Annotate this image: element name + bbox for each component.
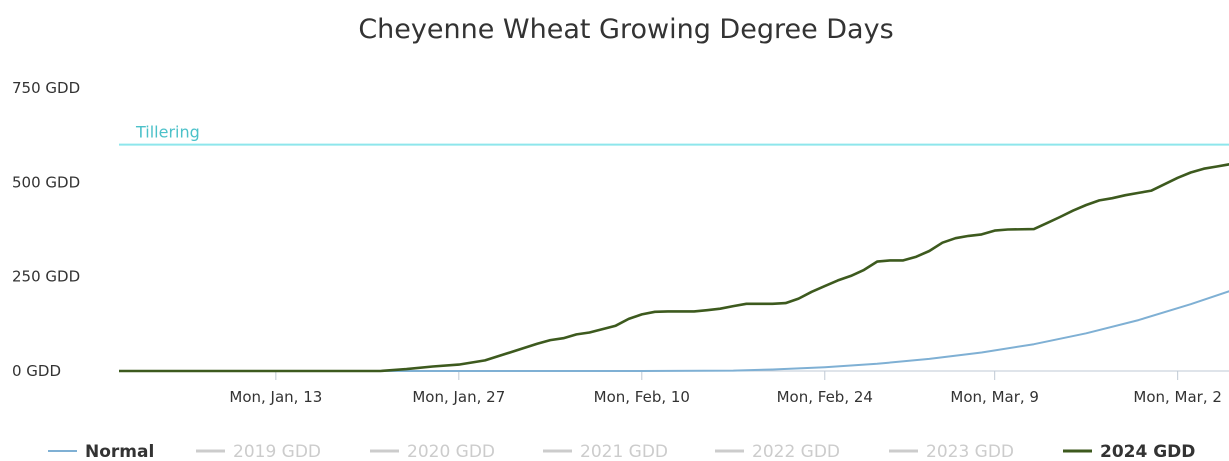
y-tick-label: 0 GDD: [12, 362, 61, 380]
series-line-normal: [119, 290, 1229, 372]
y-tick-label: 250 GDD: [12, 268, 80, 286]
plot-line-label: Tillering: [135, 123, 200, 142]
legend-item-2020-gdd[interactable]: 2020 GDD: [370, 442, 495, 461]
legend-item-2021-gdd[interactable]: 2021 GDD: [543, 442, 668, 461]
legend-label: 2020 GDD: [407, 442, 495, 461]
legend-label: Normal: [85, 442, 154, 461]
legend: Normal 2019 GDD 2020 GDD 2021 GDD 2022 GDD 20…: [48, 442, 1195, 461]
legend-item-2023-gdd[interactable]: 2023 GDD: [889, 442, 1014, 461]
x-axis: Mon, Jan, 13 Mon, Jan, 27 Mon, Feb, 10 Mon,…: [119, 370, 1229, 406]
series-line-2024-gdd: [119, 163, 1229, 373]
plot-lines: Tillering: [119, 123, 1229, 146]
legend-item-2019-gdd[interactable]: 2019 GDD: [196, 442, 321, 461]
legend-label: 2023 GDD: [926, 442, 1014, 461]
legend-item-normal[interactable]: Normal: [48, 442, 154, 461]
x-tick-label: Mon, Jan, 27: [412, 388, 505, 406]
legend-item-2024-gdd[interactable]: 2024 GDD: [1063, 442, 1195, 461]
legend-label: 2022 GDD: [752, 442, 840, 461]
legend-label: 2019 GDD: [233, 442, 321, 461]
legend-item-2022-gdd[interactable]: 2022 GDD: [715, 442, 840, 461]
y-axis: 0 GDD 250 GDD 500 GDD 750 GDD: [12, 79, 80, 380]
x-tick-label: Mon, Mar, 2: [1133, 388, 1222, 406]
y-tick-label: 500 GDD: [12, 173, 80, 191]
x-tick-label: Mon, Jan, 13: [229, 388, 322, 406]
chart-title: Cheyenne Wheat Growing Degree Days: [358, 14, 893, 45]
x-tick-label: Mon, Feb, 10: [594, 388, 690, 406]
x-tick-label: Mon, Mar, 9: [950, 388, 1039, 406]
y-tick-label: 750 GDD: [12, 79, 80, 97]
series-lines: [119, 163, 1229, 373]
x-tick-label: Mon, Feb, 24: [777, 388, 873, 406]
legend-label: 2021 GDD: [580, 442, 668, 461]
legend-label: 2024 GDD: [1100, 442, 1195, 461]
